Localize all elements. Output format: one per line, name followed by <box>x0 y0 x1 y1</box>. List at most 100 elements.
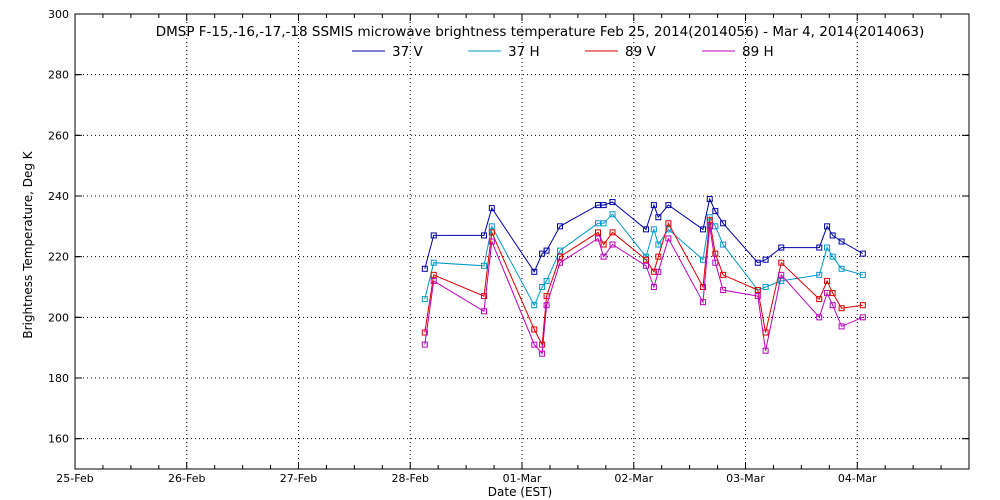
data-point-37-v <box>600 202 607 209</box>
data-point-37-v <box>700 226 707 233</box>
data-point-89-h <box>421 341 428 348</box>
data-point-37-h <box>539 284 546 290</box>
data-point-89-v <box>754 287 761 294</box>
data-point-37-h <box>531 302 538 309</box>
x-axis-title: Date (EST) <box>488 485 552 499</box>
data-point-89-h <box>859 314 866 321</box>
data-point-37-v <box>665 202 672 209</box>
data-point-37-h <box>778 277 785 284</box>
data-point-89-h <box>754 293 761 300</box>
data-point-37-h <box>543 277 550 284</box>
data-point-89-v <box>421 329 428 336</box>
data-point-89-h <box>650 284 657 290</box>
data-point-89-v <box>609 229 616 236</box>
data-point-37-v <box>824 223 831 230</box>
data-point-37-h <box>600 220 607 227</box>
data-point-89-h <box>655 268 662 275</box>
legend: 37 V 37 H 89 V 89 H <box>352 44 774 60</box>
data-point-89-h <box>712 259 719 266</box>
data-point-89-v <box>712 250 719 257</box>
data-point-37-v <box>488 205 495 212</box>
data-point-37-v <box>543 247 550 254</box>
data-point-89-v <box>829 290 836 297</box>
data-point-37-h <box>838 265 845 272</box>
data-point-89-v <box>824 277 831 284</box>
data-point-37-v <box>481 232 488 239</box>
data-point-37-v <box>594 202 601 209</box>
data-point-37-v <box>754 259 761 266</box>
data-point-37-v <box>712 208 719 215</box>
x-tick-label: 27-Feb <box>280 472 317 485</box>
y-tick-label: 220 <box>48 251 69 264</box>
legend-label-37-h: 37 H <box>508 44 540 60</box>
data-point-89-v <box>816 296 823 303</box>
data-point-89-h <box>778 271 785 278</box>
data-point-37-h <box>712 223 719 230</box>
data-point-89-h <box>539 350 546 357</box>
grid <box>75 14 969 469</box>
data-point-89-v <box>481 293 488 300</box>
data-point-37-v <box>430 232 437 239</box>
data-point-89-h <box>762 347 769 354</box>
data-point-37-h <box>655 241 662 248</box>
data-point-37-v <box>650 202 657 209</box>
data-point-89-h <box>700 299 707 306</box>
y-axis-title: Brightness Temperature, Deg K <box>21 150 35 338</box>
ticks: 160 180 200 220 240 260 280 300 25-Feb 26-Feb 27-F… <box>48 8 969 485</box>
x-tick-label: 28-Feb <box>392 472 429 485</box>
data-point-89-v <box>531 326 538 333</box>
data-point-89-h <box>720 287 727 294</box>
data-point-89-h <box>838 323 845 330</box>
x-tick-label: 25-Feb <box>56 472 93 485</box>
data-point-37-v <box>829 232 836 239</box>
data-point-37-v <box>643 226 650 233</box>
data-point-89-h <box>829 302 836 309</box>
data-point-89-v <box>539 341 546 348</box>
data-point-89-v <box>778 259 785 266</box>
data-point-89-v <box>859 302 866 309</box>
data-point-37-v <box>838 238 845 245</box>
data-point-89-v <box>594 229 601 236</box>
data-point-37-h <box>609 211 616 218</box>
data-point-89-h <box>643 262 650 269</box>
data-point-89-h <box>665 235 672 242</box>
data-point-89-h <box>543 302 550 309</box>
data-point-89-v <box>600 241 607 248</box>
data-point-89-v <box>430 271 437 278</box>
x-tick-label: 02-Mar <box>614 472 653 485</box>
data-point-37-h <box>665 226 672 233</box>
data-point-37-v <box>720 220 727 227</box>
series-group <box>421 196 866 357</box>
y-tick-label: 300 <box>48 8 69 21</box>
x-tick-label: 03-Mar <box>726 472 765 485</box>
data-point-89-h <box>488 238 495 245</box>
data-point-37-h <box>421 296 428 303</box>
data-point-89-v <box>643 256 650 263</box>
y-tick-label: 260 <box>48 129 69 142</box>
x-tick-label: 04-Mar <box>838 472 877 485</box>
data-point-37-v <box>421 265 428 272</box>
data-point-37-h <box>488 223 495 230</box>
data-point-37-v <box>609 199 616 206</box>
y-tick-label: 240 <box>48 190 69 203</box>
data-point-89-v <box>706 217 713 224</box>
data-point-37-v <box>706 196 713 203</box>
series-line-37-v <box>424 197 864 273</box>
data-point-37-v <box>655 214 662 221</box>
data-point-89-h <box>481 308 488 315</box>
data-point-89-v <box>665 220 672 227</box>
data-point-89-h <box>824 290 831 297</box>
series-line-89-v <box>424 220 863 347</box>
data-point-37-h <box>720 241 727 248</box>
data-point-37-v <box>762 256 769 263</box>
data-point-37-h <box>430 259 437 266</box>
series-line-37-h <box>424 213 863 307</box>
data-point-37-v <box>556 223 563 230</box>
data-point-37-h <box>859 271 866 278</box>
data-point-89-h <box>556 259 563 266</box>
data-point-37-v <box>859 250 866 257</box>
data-point-37-h <box>650 226 657 233</box>
data-point-37-h <box>556 247 563 254</box>
data-point-89-v <box>838 305 845 312</box>
data-point-37-h <box>706 214 713 221</box>
